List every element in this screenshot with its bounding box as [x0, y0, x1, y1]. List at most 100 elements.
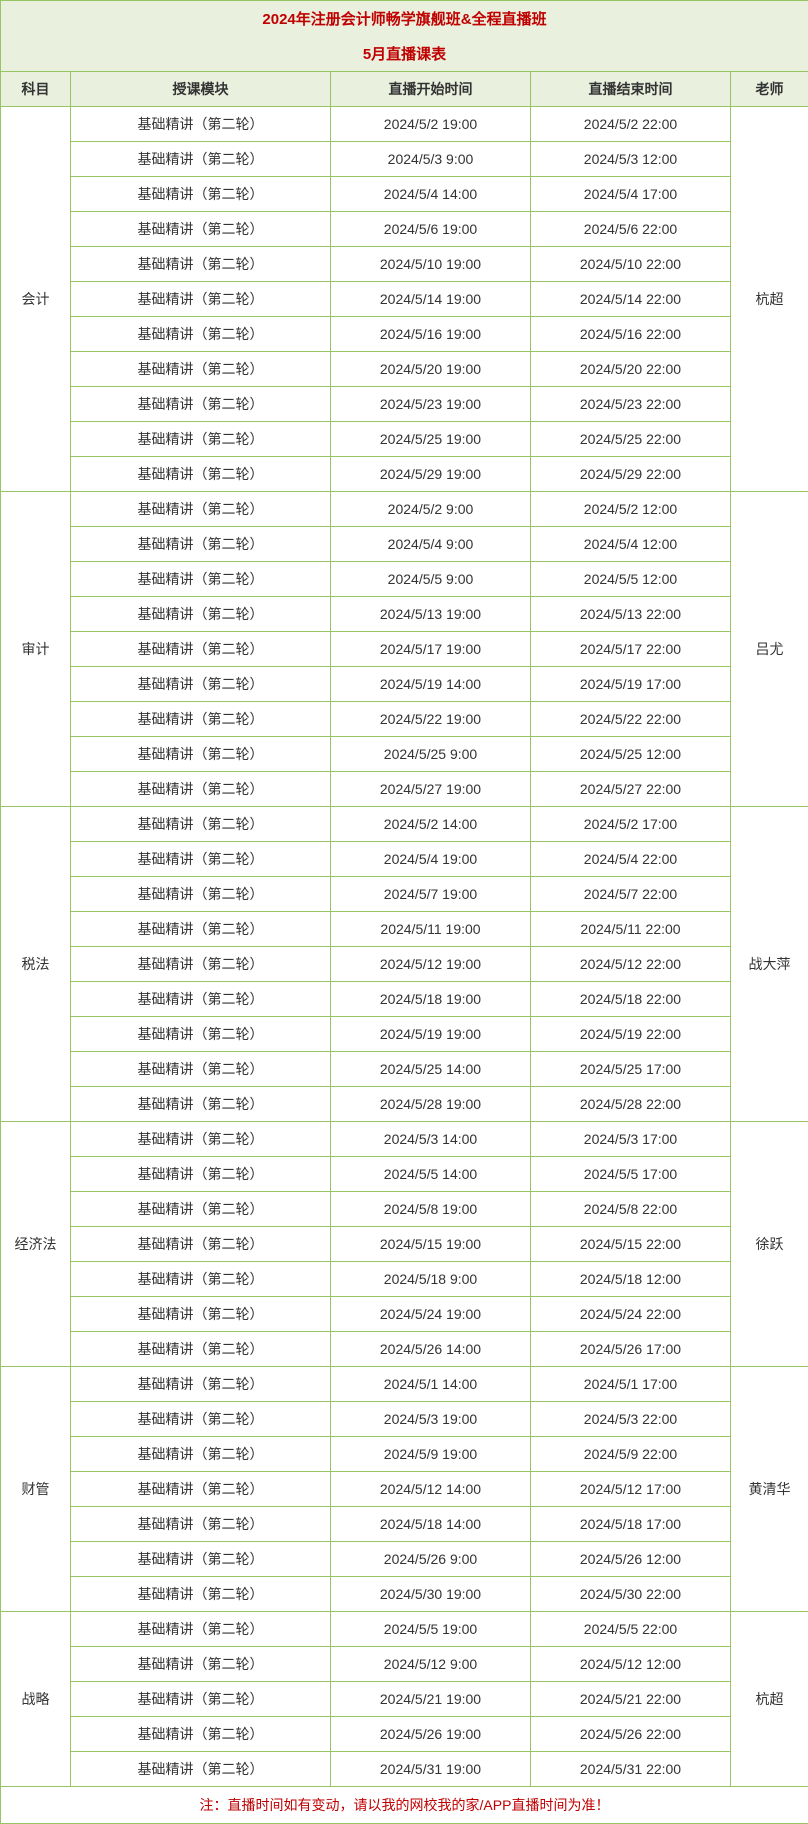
start-time-cell: 2024/5/4 14:00: [331, 177, 531, 212]
start-time-cell: 2024/5/4 19:00: [331, 842, 531, 877]
start-time-cell: 2024/5/18 19:00: [331, 982, 531, 1017]
module-cell: 基础精讲（第二轮）: [71, 667, 331, 702]
start-time-cell: 2024/5/26 9:00: [331, 1542, 531, 1577]
table-row: 基础精讲（第二轮）2024/5/21 19:002024/5/21 22:00: [1, 1682, 808, 1717]
header-teacher: 老师: [731, 72, 808, 107]
start-time-cell: 2024/5/9 19:00: [331, 1437, 531, 1472]
start-time-cell: 2024/5/5 19:00: [331, 1612, 531, 1647]
end-time-cell: 2024/5/6 22:00: [531, 212, 731, 247]
start-time-cell: 2024/5/14 19:00: [331, 282, 531, 317]
end-time-cell: 2024/5/4 17:00: [531, 177, 731, 212]
end-time-cell: 2024/5/26 12:00: [531, 1542, 731, 1577]
table-row: 基础精讲（第二轮）2024/5/5 14:002024/5/5 17:00: [1, 1157, 808, 1192]
module-cell: 基础精讲（第二轮）: [71, 1157, 331, 1192]
end-time-cell: 2024/5/27 22:00: [531, 772, 731, 807]
end-time-cell: 2024/5/2 12:00: [531, 492, 731, 527]
end-time-cell: 2024/5/12 12:00: [531, 1647, 731, 1682]
table-row: 基础精讲（第二轮）2024/5/31 19:002024/5/31 22:00: [1, 1752, 808, 1787]
title-row-1: 2024年注册会计师畅学旗舰班&全程直播班: [1, 1, 808, 37]
start-time-cell: 2024/5/12 19:00: [331, 947, 531, 982]
module-cell: 基础精讲（第二轮）: [71, 807, 331, 842]
table-row: 基础精讲（第二轮）2024/5/4 19:002024/5/4 22:00: [1, 842, 808, 877]
table-row: 基础精讲（第二轮）2024/5/9 19:002024/5/9 22:00: [1, 1437, 808, 1472]
subject-cell: 税法: [1, 807, 71, 1122]
start-time-cell: 2024/5/4 9:00: [331, 527, 531, 562]
table-row: 基础精讲（第二轮）2024/5/14 19:002024/5/14 22:00: [1, 282, 808, 317]
end-time-cell: 2024/5/22 22:00: [531, 702, 731, 737]
end-time-cell: 2024/5/13 22:00: [531, 597, 731, 632]
table-row: 基础精讲（第二轮）2024/5/19 14:002024/5/19 17:00: [1, 667, 808, 702]
module-cell: 基础精讲（第二轮）: [71, 317, 331, 352]
end-time-cell: 2024/5/9 22:00: [531, 1437, 731, 1472]
end-time-cell: 2024/5/30 22:00: [531, 1577, 731, 1612]
end-time-cell: 2024/5/25 22:00: [531, 422, 731, 457]
table-row: 基础精讲（第二轮）2024/5/26 19:002024/5/26 22:00: [1, 1717, 808, 1752]
teacher-cell: 杭超: [731, 107, 808, 492]
start-time-cell: 2024/5/2 14:00: [331, 807, 531, 842]
end-time-cell: 2024/5/11 22:00: [531, 912, 731, 947]
end-time-cell: 2024/5/23 22:00: [531, 387, 731, 422]
table-row: 基础精讲（第二轮）2024/5/22 19:002024/5/22 22:00: [1, 702, 808, 737]
module-cell: 基础精讲（第二轮）: [71, 1052, 331, 1087]
module-cell: 基础精讲（第二轮）: [71, 772, 331, 807]
module-cell: 基础精讲（第二轮）: [71, 737, 331, 772]
end-time-cell: 2024/5/3 12:00: [531, 142, 731, 177]
table-row: 基础精讲（第二轮）2024/5/19 19:002024/5/19 22:00: [1, 1017, 808, 1052]
table-row: 基础精讲（第二轮）2024/5/13 19:002024/5/13 22:00: [1, 597, 808, 632]
module-cell: 基础精讲（第二轮）: [71, 632, 331, 667]
start-time-cell: 2024/5/2 9:00: [331, 492, 531, 527]
start-time-cell: 2024/5/3 19:00: [331, 1402, 531, 1437]
module-cell: 基础精讲（第二轮）: [71, 982, 331, 1017]
table-row: 基础精讲（第二轮）2024/5/4 9:002024/5/4 12:00: [1, 527, 808, 562]
header-row: 科目 授课模块 直播开始时间 直播结束时间 老师: [1, 72, 808, 107]
module-cell: 基础精讲（第二轮）: [71, 527, 331, 562]
teacher-cell: 徐跃: [731, 1122, 808, 1367]
end-time-cell: 2024/5/12 17:00: [531, 1472, 731, 1507]
module-cell: 基础精讲（第二轮）: [71, 1332, 331, 1367]
module-cell: 基础精讲（第二轮）: [71, 1612, 331, 1647]
end-time-cell: 2024/5/29 22:00: [531, 457, 731, 492]
end-time-cell: 2024/5/5 17:00: [531, 1157, 731, 1192]
start-time-cell: 2024/5/19 19:00: [331, 1017, 531, 1052]
end-time-cell: 2024/5/14 22:00: [531, 282, 731, 317]
end-time-cell: 2024/5/5 12:00: [531, 562, 731, 597]
table-row: 审计基础精讲（第二轮）2024/5/2 9:002024/5/2 12:00吕尤: [1, 492, 808, 527]
module-cell: 基础精讲（第二轮）: [71, 457, 331, 492]
start-time-cell: 2024/5/25 9:00: [331, 737, 531, 772]
module-cell: 基础精讲（第二轮）: [71, 1262, 331, 1297]
end-time-cell: 2024/5/10 22:00: [531, 247, 731, 282]
subject-cell: 审计: [1, 492, 71, 807]
start-time-cell: 2024/5/30 19:00: [331, 1577, 531, 1612]
teacher-cell: 吕尤: [731, 492, 808, 807]
start-time-cell: 2024/5/15 19:00: [331, 1227, 531, 1262]
module-cell: 基础精讲（第二轮）: [71, 597, 331, 632]
module-cell: 基础精讲（第二轮）: [71, 387, 331, 422]
table-row: 基础精讲（第二轮）2024/5/11 19:002024/5/11 22:00: [1, 912, 808, 947]
footer-note: 注：直播时间如有变动，请以我的网校我的家/APP直播时间为准！: [1, 1787, 808, 1824]
schedule-table: 2024年注册会计师畅学旗舰班&全程直播班 5月直播课表 科目 授课模块 直播开…: [0, 0, 808, 1824]
module-cell: 基础精讲（第二轮）: [71, 1752, 331, 1787]
subject-cell: 战略: [1, 1612, 71, 1787]
end-time-cell: 2024/5/18 17:00: [531, 1507, 731, 1542]
start-time-cell: 2024/5/12 14:00: [331, 1472, 531, 1507]
start-time-cell: 2024/5/6 19:00: [331, 212, 531, 247]
start-time-cell: 2024/5/8 19:00: [331, 1192, 531, 1227]
end-time-cell: 2024/5/25 12:00: [531, 737, 731, 772]
footer-row: 注：直播时间如有变动，请以我的网校我的家/APP直播时间为准！: [1, 1787, 808, 1824]
start-time-cell: 2024/5/25 14:00: [331, 1052, 531, 1087]
table-row: 基础精讲（第二轮）2024/5/10 19:002024/5/10 22:00: [1, 247, 808, 282]
module-cell: 基础精讲（第二轮）: [71, 282, 331, 317]
start-time-cell: 2024/5/31 19:00: [331, 1752, 531, 1787]
table-row: 基础精讲（第二轮）2024/5/24 19:002024/5/24 22:00: [1, 1297, 808, 1332]
table-row: 基础精讲（第二轮）2024/5/17 19:002024/5/17 22:00: [1, 632, 808, 667]
module-cell: 基础精讲（第二轮）: [71, 1402, 331, 1437]
table-row: 基础精讲（第二轮）2024/5/25 14:002024/5/25 17:00: [1, 1052, 808, 1087]
end-time-cell: 2024/5/21 22:00: [531, 1682, 731, 1717]
start-time-cell: 2024/5/5 14:00: [331, 1157, 531, 1192]
module-cell: 基础精讲（第二轮）: [71, 1507, 331, 1542]
end-time-cell: 2024/5/18 22:00: [531, 982, 731, 1017]
end-time-cell: 2024/5/31 22:00: [531, 1752, 731, 1787]
end-time-cell: 2024/5/28 22:00: [531, 1087, 731, 1122]
module-cell: 基础精讲（第二轮）: [71, 1472, 331, 1507]
module-cell: 基础精讲（第二轮）: [71, 702, 331, 737]
